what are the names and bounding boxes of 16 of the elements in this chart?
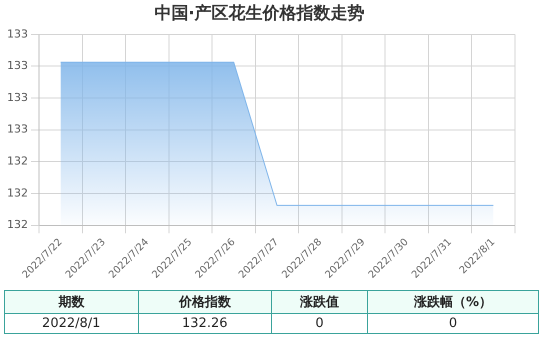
y-tick-label: 133 bbox=[6, 59, 28, 72]
text: 期数 bbox=[4, 290, 138, 314]
text: 价格指数 bbox=[138, 290, 272, 314]
chart-title: 中国·产区花生价格指数走势 bbox=[154, 4, 365, 24]
text: 0 bbox=[272, 314, 368, 334]
y-tick-label: 133 bbox=[6, 122, 28, 136]
y-tick-label: 133 bbox=[6, 90, 28, 104]
y-tick-label: 132 bbox=[6, 186, 28, 200]
y-tick-label: 133 bbox=[6, 27, 28, 40]
text: 涨跌幅（%） bbox=[368, 290, 538, 314]
text: 0 bbox=[368, 314, 538, 334]
text: 2022/8/1 bbox=[4, 314, 138, 334]
text: 132.26 bbox=[138, 314, 272, 334]
y-tick-label: 132 bbox=[6, 218, 28, 232]
y-tick-label: 132 bbox=[6, 154, 28, 168]
text: 涨跌值 bbox=[272, 290, 368, 314]
